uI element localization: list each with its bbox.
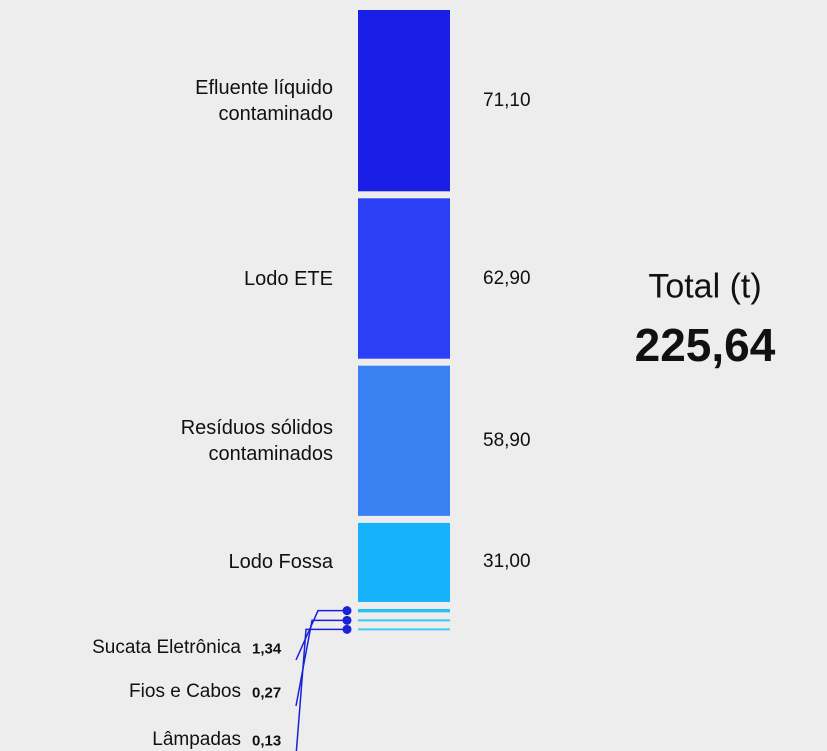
category-label: Lodo Fossa (228, 551, 333, 574)
category-label: Lodo ETE (244, 267, 333, 290)
bar-segment (358, 608, 450, 613)
value-label: 0,27 (252, 684, 282, 702)
value-label: 31,00 (483, 551, 531, 573)
bar-segment (358, 619, 450, 622)
category-label: Fios e Cabos (129, 681, 241, 702)
category-label: Efluente líquido contaminado (195, 76, 333, 125)
category-label: Resíduos sólidos contaminados (180, 416, 333, 465)
connector-dot (342, 606, 352, 616)
bar-segment (358, 522, 450, 602)
bar-segment (358, 10, 450, 192)
category-label: Sucata Eletrônica (92, 637, 241, 658)
bar-segment (358, 198, 450, 359)
connector (295, 619, 347, 707)
connector-dot (342, 624, 352, 634)
bar-segment (358, 628, 450, 631)
bar-segment (358, 365, 450, 516)
category-label: Lâmpadas (152, 729, 241, 750)
value-label: 1,34 (252, 640, 282, 658)
value-label: 62,90 (483, 267, 531, 289)
total-title: Total (t) (648, 267, 762, 306)
connector-dot (342, 615, 352, 625)
connector (295, 628, 347, 751)
value-label: 0,13 (252, 732, 282, 750)
value-label: 71,10 (483, 89, 531, 111)
total-value: 225,64 (634, 319, 776, 371)
connector (295, 609, 347, 661)
value-label: 58,90 (483, 429, 531, 451)
